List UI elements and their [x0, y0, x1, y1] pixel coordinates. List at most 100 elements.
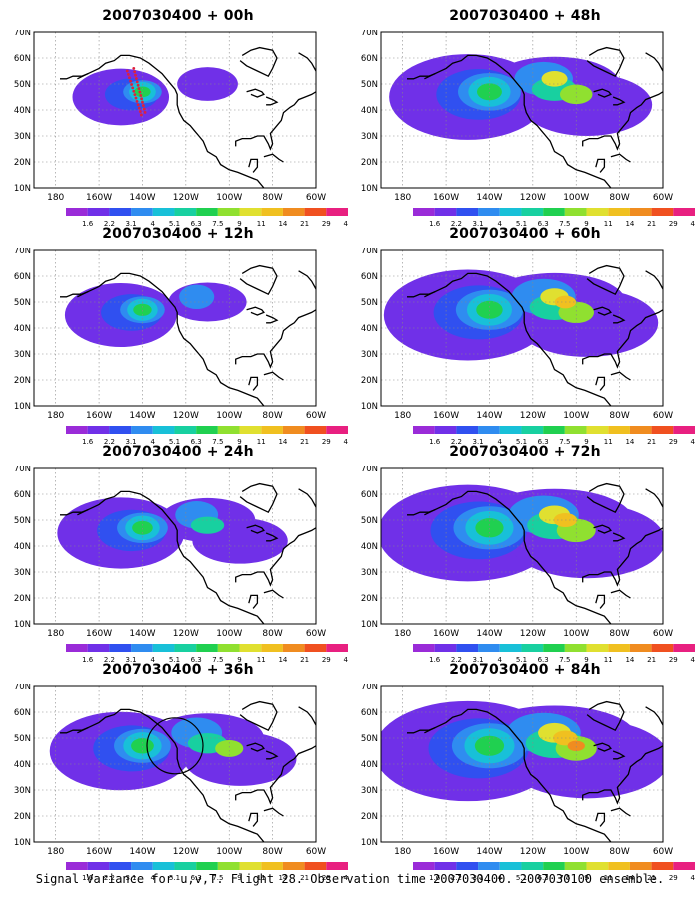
variance-contour — [476, 300, 503, 319]
coastline — [246, 306, 265, 316]
coastline — [239, 264, 278, 296]
flight-track-point — [141, 100, 144, 104]
colorbar-label: 7.5 — [212, 438, 223, 446]
lon-label: 120W — [173, 193, 199, 203]
lat-label: 50N — [14, 734, 31, 744]
lat-label: 40N — [361, 760, 378, 770]
coastline — [298, 270, 316, 290]
lat-label: 20N — [361, 376, 378, 386]
lat-label: 60N — [14, 708, 31, 718]
colorbar-swatch — [326, 426, 348, 434]
colorbar-swatch — [629, 426, 652, 434]
colorbar-swatch — [499, 208, 522, 216]
colorbar-label: 21 — [647, 656, 656, 664]
flight-track-point — [133, 93, 137, 97]
coastline — [612, 96, 626, 106]
colorbar-label: 29 — [322, 656, 331, 664]
coastline — [582, 91, 663, 151]
coastline — [582, 309, 663, 369]
colorbar-label: 7.5 — [559, 874, 570, 882]
colorbar-swatch — [413, 426, 435, 434]
map-panel: 2007030400 + 84h 70N 60N 50N 40N 30N 20N 10N 180… — [355, 662, 695, 882]
colorbar-label: 29 — [669, 874, 678, 882]
flight-track-point — [139, 113, 143, 117]
coastline — [586, 482, 625, 514]
lat-label: 40N — [361, 542, 378, 552]
coastline — [235, 91, 316, 151]
coastline — [263, 153, 284, 163]
colorbar-label: 11 — [604, 438, 613, 446]
colorbar-label: 1.6 — [82, 874, 94, 882]
colorbar-label: 14 — [625, 656, 634, 664]
map-frame — [380, 31, 664, 189]
colorbar-swatch — [239, 426, 262, 434]
lat-label: 70N — [14, 248, 31, 256]
colorbar-label: 9 — [584, 656, 588, 664]
colorbar: 1.6 2.2 3.1 4 5.1 6.3 7.5 9 11 14 21 29 40 — [66, 862, 348, 882]
colorbar-swatch — [152, 426, 175, 434]
colorbar-label: 21 — [647, 874, 656, 882]
lat-label: 20N — [14, 594, 31, 604]
flight-track-point — [141, 104, 145, 107]
colorbar-swatch — [456, 208, 479, 216]
lon-label: 140W — [129, 847, 155, 857]
lat-label: 70N — [361, 30, 378, 38]
panel-title: 2007030400 + 84h — [449, 662, 601, 678]
lat-label: 50N — [14, 80, 31, 90]
colorbar-label: 21 — [300, 220, 309, 228]
lat-label: 60N — [361, 490, 378, 500]
colorbar: 1.6 2.2 3.1 4 5.1 6.3 7.5 9 11 14 21 29 40 — [413, 208, 695, 228]
flight-track-point — [137, 87, 141, 91]
colorbar-label: 4 — [498, 874, 503, 882]
colorbar: 1.6 2.2 3.1 4 5.1 6.3 7.5 9 11 14 21 29 40 — [66, 208, 348, 228]
lat-label: 10N — [14, 402, 31, 412]
lat-label: 70N — [14, 30, 31, 38]
colorbar-label: 9 — [584, 220, 588, 228]
colorbar-label: 11 — [257, 656, 266, 664]
colorbar-swatch — [673, 208, 695, 216]
colorbar-label: 6.3 — [538, 220, 549, 228]
lon-label: 140W — [129, 193, 155, 203]
colorbar-swatch — [564, 862, 587, 870]
coastline — [407, 726, 436, 734]
coastline — [407, 508, 436, 516]
colorbar-swatch — [217, 208, 240, 216]
colorbar-label: 4 — [151, 220, 156, 228]
figure-caption: Signal Variance for u,v,T. Flight 28. Ob… — [35, 872, 665, 886]
map-frame — [380, 467, 664, 625]
colorbar-swatch — [564, 644, 587, 652]
map-panel: 2007030400 + 72h 70N 60N 50N 40N 30N 20N 10N 180… — [355, 444, 695, 664]
coastline — [595, 376, 606, 391]
colorbar-label: 11 — [257, 438, 266, 446]
panel-title: 2007030400 + 36h — [102, 662, 254, 678]
coastline — [593, 306, 612, 316]
map-plot: 70N 60N 50N 40N 30N 20N 10N 180 160W 140W 120W 100W… — [361, 466, 673, 639]
coastline — [612, 750, 626, 760]
colorbar-label: 6.3 — [538, 874, 549, 882]
lat-label: 50N — [14, 516, 31, 526]
coastline — [248, 594, 259, 609]
coastline — [298, 706, 316, 726]
colorbar-label: 40 — [691, 220, 695, 228]
colorbar-label: 4 — [498, 438, 503, 446]
coastline — [246, 88, 265, 98]
colorbar-swatch — [304, 208, 327, 216]
lat-label: 20N — [14, 376, 31, 386]
colorbar-swatch — [152, 208, 175, 216]
colorbar-label: 1.6 — [82, 438, 94, 446]
lat-label: 10N — [14, 620, 31, 630]
colorbar-label: 1.6 — [429, 874, 441, 882]
lat-label: 10N — [14, 838, 31, 848]
colorbar-label: 11 — [257, 220, 266, 228]
lon-label: 100W — [216, 629, 242, 639]
colorbar-swatch — [478, 862, 500, 870]
colorbar-swatch — [651, 208, 674, 216]
coastline — [265, 532, 279, 542]
lon-label: 120W — [520, 411, 546, 421]
colorbar-swatch — [456, 862, 479, 870]
colorbar-label: 14 — [278, 656, 287, 664]
colorbar-swatch — [66, 644, 88, 652]
coastline — [248, 812, 259, 827]
colorbar-swatch — [478, 208, 500, 216]
lat-label: 70N — [361, 684, 378, 692]
